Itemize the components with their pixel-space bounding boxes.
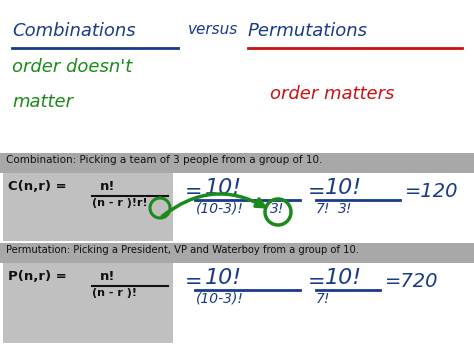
Text: Combinations: Combinations xyxy=(12,22,136,40)
Text: P(n,r) =: P(n,r) = xyxy=(8,270,67,283)
Text: order doesn't: order doesn't xyxy=(12,58,132,76)
Text: n!: n! xyxy=(100,270,116,283)
Text: order matters: order matters xyxy=(270,85,394,103)
Text: 10!: 10! xyxy=(325,268,362,288)
Text: =: = xyxy=(185,272,202,292)
Text: 10!: 10! xyxy=(205,178,242,198)
Bar xyxy=(0,243,474,263)
Text: Permutations: Permutations xyxy=(248,22,368,40)
Text: =: = xyxy=(185,182,202,202)
Text: (10-3)!: (10-3)! xyxy=(196,292,244,306)
Text: =: = xyxy=(308,272,326,292)
Text: Permutation: Picking a President, VP and Waterboy from a group of 10.: Permutation: Picking a President, VP and… xyxy=(6,245,359,255)
Text: (n - r )!: (n - r )! xyxy=(92,288,137,298)
Text: 10!: 10! xyxy=(325,178,362,198)
Text: Combination: Picking a team of 3 people from a group of 10.: Combination: Picking a team of 3 people … xyxy=(6,155,322,165)
Text: 7!: 7! xyxy=(316,292,330,306)
Text: =720: =720 xyxy=(385,272,438,291)
Text: versus: versus xyxy=(188,22,238,37)
Text: 3!: 3! xyxy=(270,202,284,216)
Text: 7!: 7! xyxy=(316,202,330,216)
Text: matter: matter xyxy=(12,93,73,111)
Text: 3!: 3! xyxy=(338,202,353,216)
Text: C(n,r) =: C(n,r) = xyxy=(8,180,67,193)
Text: =: = xyxy=(308,182,326,202)
Bar xyxy=(3,173,173,241)
Text: (10-3)!: (10-3)! xyxy=(196,202,244,216)
Bar xyxy=(3,263,173,343)
Bar xyxy=(0,153,474,173)
Text: =120: =120 xyxy=(405,182,458,201)
Text: 10!: 10! xyxy=(205,268,242,288)
Text: n!: n! xyxy=(100,180,116,193)
Text: (n - r )!r!: (n - r )!r! xyxy=(92,198,147,208)
